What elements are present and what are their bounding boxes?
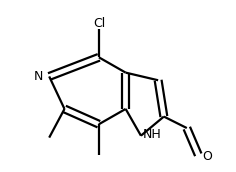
Text: NH: NH [143, 128, 162, 141]
Text: O: O [202, 150, 212, 163]
Text: N: N [34, 70, 43, 83]
Text: Cl: Cl [93, 17, 105, 30]
